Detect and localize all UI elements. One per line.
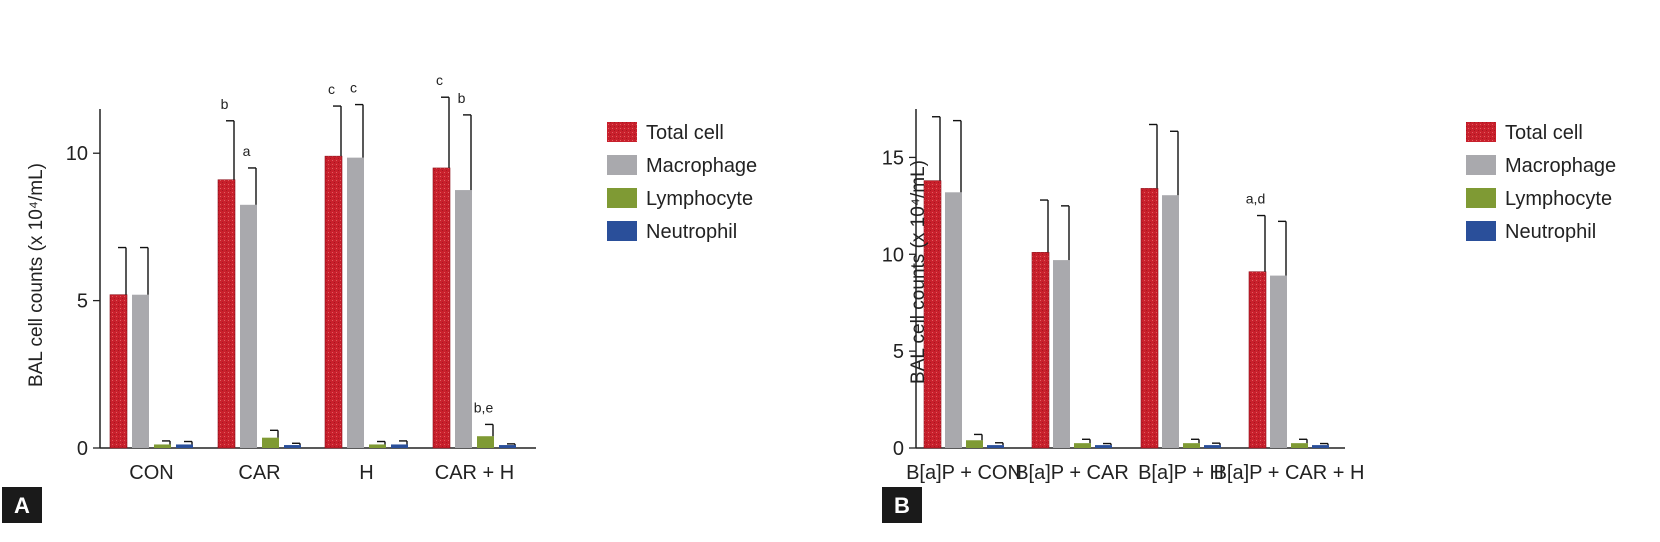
panel-b-bar-b-a-p-car-h-neutrophil xyxy=(1312,445,1329,448)
panel-b-ytick-label-5: 5 xyxy=(893,341,904,363)
legend-b-swatch-neutrophil xyxy=(1466,221,1496,241)
panel-b-annotation-b-a-p-car-h-total-cell: a,d xyxy=(1246,191,1265,207)
panel-a-bar-car-total-cell xyxy=(217,179,236,449)
panel-b-bar-b-a-p-con-macrophage xyxy=(945,192,962,448)
panel-b-bar-b-a-p-car-neutrophil xyxy=(1095,445,1112,448)
legend-a-label-lymphocyte: Lymphocyte xyxy=(646,188,753,210)
panel-a-legend: Total cell Macrophage Lymphocyte Neutrop… xyxy=(607,122,757,243)
panel-a-bar-car-h-lymphocyte xyxy=(477,436,494,448)
panel-b-bar-b-a-p-h-neutrophil xyxy=(1204,445,1221,448)
panel-a-category-label-car-h: CAR + H xyxy=(435,462,514,484)
panel-b-bar-b-a-p-h-total-cell xyxy=(1140,188,1159,449)
panel-a-bar-car-lymphocyte xyxy=(262,437,279,448)
panel-a-ytick-label-10: 10 xyxy=(66,143,88,165)
panel-a-annotation-car-total-cell: b xyxy=(221,96,229,112)
panel-b-bar-b-a-p-car-macrophage xyxy=(1053,260,1070,448)
panel-a-bar-h-macrophage xyxy=(347,157,364,448)
legend-a-label-macrophage: Macrophage xyxy=(646,155,757,177)
panel-b-bar-b-a-p-con-total-cell xyxy=(923,180,942,449)
panel-b-category-label-b-a-p-h: B[a]P + H xyxy=(1138,462,1224,484)
legend-b-swatch-macrophage xyxy=(1466,155,1496,175)
panel-a-ylabel: BAL cell counts (x 10⁴/mL) xyxy=(26,163,47,387)
panel-a-bar-con-macrophage xyxy=(132,294,149,448)
panel-a-bars: bac c cbb,e xyxy=(109,72,516,449)
panel-a-ytick-label-5: 5 xyxy=(77,291,88,313)
panel-a-annotation-h-macrophage: c xyxy=(350,80,357,96)
panel-a-annotation-car-h-total-cell: c xyxy=(436,72,443,88)
panel-a-bar-car-h-macrophage xyxy=(455,190,472,448)
panel-b-category-label-b-a-p-con: B[a]P + CON xyxy=(906,462,1022,484)
panel-b-bar-b-a-p-car-lymphocyte xyxy=(1074,443,1091,448)
panel-a-bar-car-macrophage xyxy=(240,204,257,448)
panel-a-bar-car-neutrophil xyxy=(284,445,301,448)
panel-b-bar-b-a-p-car-h-total-cell xyxy=(1248,271,1267,449)
panel-a-category-label-car: CAR xyxy=(238,462,280,484)
panel-b-ytick-label-10: 10 xyxy=(882,244,904,266)
panel-a-bar-con-neutrophil xyxy=(176,444,193,448)
panel-b-ytick-label-15: 15 xyxy=(882,147,904,169)
panel-a-bar-con-total-cell xyxy=(109,294,128,449)
legend-b-swatch-lymphocyte xyxy=(1466,188,1496,208)
panel-b-bar-b-a-p-car-total-cell xyxy=(1031,252,1050,449)
panel-a-annotation-h-total-cell: c xyxy=(328,81,335,97)
legend-a-label-neutrophil: Neutrophil xyxy=(646,221,737,243)
panel-a-axes: 0 5 10 CON CAR H CAR + H xyxy=(66,109,536,484)
legend-b-label-total-cell: Total cell xyxy=(1505,122,1583,144)
panel-a-category-label-con: CON xyxy=(129,462,173,484)
panel-b-bar-b-a-p-car-h-lymphocyte xyxy=(1291,443,1308,448)
panel-b-letter-box xyxy=(882,487,922,523)
legend-a-swatch-macrophage xyxy=(607,155,637,175)
panel-a-annotation-car-h-macrophage: b xyxy=(458,90,466,106)
legend-a-swatch-neutrophil xyxy=(607,221,637,241)
panel-b-ylabel: BAL cell counts (x 10⁴/mL) xyxy=(908,160,929,384)
panel-b-bars: a,d xyxy=(923,116,1329,449)
legend-b-label-lymphocyte: Lymphocyte xyxy=(1505,188,1612,210)
panel-a-bar-con-lymphocyte xyxy=(154,444,171,448)
panel-a-bar-car-h-neutrophil xyxy=(499,445,516,448)
legend-b-label-neutrophil: Neutrophil xyxy=(1505,221,1596,243)
panel-b-category-label-b-a-p-car: B[a]P + CAR xyxy=(1015,462,1129,484)
panel-b-category-label-b-a-p-car-h: B[a]P + CAR + H xyxy=(1214,462,1365,484)
panel-a-bar-car-h-total-cell xyxy=(432,167,451,449)
panel-a-category-label-h: H xyxy=(359,462,373,484)
panel-b-ytick-label-0: 0 xyxy=(893,438,904,460)
panel-a-bar-h-lymphocyte xyxy=(369,444,386,448)
legend-b-label-macrophage: Macrophage xyxy=(1505,155,1616,177)
panel-b-bar-b-a-p-h-macrophage xyxy=(1162,195,1179,448)
panel-a-annotation-car-macrophage: a xyxy=(243,143,251,159)
panel-b-bar-b-a-p-con-neutrophil xyxy=(987,445,1004,448)
legend-a-swatch-total-cell xyxy=(607,122,637,142)
panel-a-letter: A xyxy=(14,493,30,518)
panel-a-bar-h-total-cell xyxy=(324,155,343,449)
panel-b-bar-b-a-p-h-lymphocyte xyxy=(1183,443,1200,448)
panel-a-bar-h-neutrophil xyxy=(391,444,408,448)
legend-a-swatch-lymphocyte xyxy=(607,188,637,208)
panel-a-letter-box xyxy=(2,487,42,523)
panel-b-bar-b-a-p-car-h-macrophage xyxy=(1270,275,1287,448)
panel-b-letter: B xyxy=(894,493,910,518)
panel-a-ytick-label-0: 0 xyxy=(77,438,88,460)
legend-b-swatch-total-cell xyxy=(1466,122,1496,142)
panel-b-bar-b-a-p-con-lymphocyte xyxy=(966,440,983,448)
panel-a-annotation-car-h-lymphocyte: b,e xyxy=(474,399,494,415)
legend-a-label-total-cell: Total cell xyxy=(646,122,724,144)
panel-b-legend: Total cell Macrophage Lymphocyte Neutrop… xyxy=(1466,122,1616,243)
